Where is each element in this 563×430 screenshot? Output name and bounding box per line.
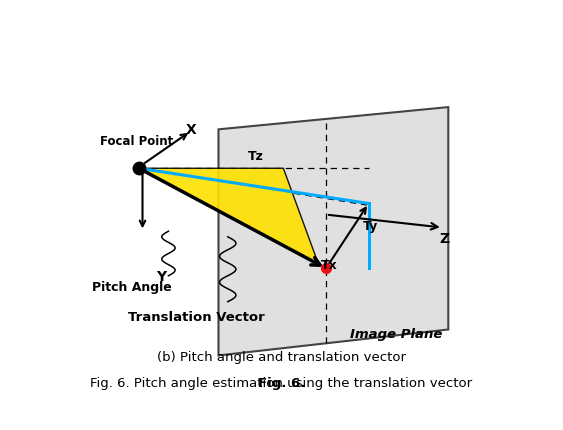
Text: Tx: Tx: [321, 258, 338, 271]
Text: Z: Z: [440, 231, 450, 245]
Polygon shape: [218, 108, 448, 356]
Text: X: X: [185, 123, 196, 137]
Text: Image Plane: Image Plane: [350, 327, 443, 340]
Text: Fig. 6. Pitch angle estimation using the translation vector: Fig. 6. Pitch angle estimation using the…: [91, 376, 472, 389]
Text: Focal Point: Focal Point: [100, 135, 173, 147]
Text: Fig. 6.: Fig. 6.: [258, 376, 305, 389]
Text: (b) Pitch angle and translation vector: (b) Pitch angle and translation vector: [157, 350, 406, 363]
Text: Ty: Ty: [363, 220, 378, 233]
Text: Translation Vector: Translation Vector: [128, 310, 265, 323]
Text: Tz: Tz: [248, 150, 263, 163]
Polygon shape: [139, 169, 319, 265]
Text: Pitch Angle: Pitch Angle: [92, 281, 171, 294]
Text: Y: Y: [156, 269, 166, 283]
